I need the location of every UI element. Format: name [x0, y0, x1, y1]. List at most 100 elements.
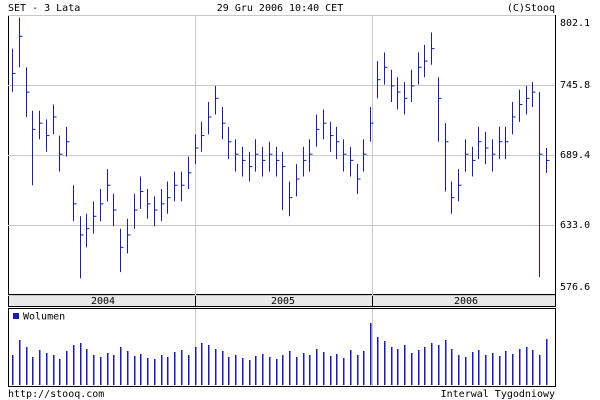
volume-bar	[113, 355, 115, 385]
volume-bar	[357, 355, 359, 385]
year-band	[8, 294, 556, 307]
credit: (C)Stooq	[507, 3, 555, 14]
volume-bar	[26, 347, 28, 385]
volume-bar	[32, 357, 34, 385]
volume-bar	[370, 323, 372, 385]
volume-legend: Wolumen	[23, 312, 65, 323]
volume-bar	[492, 353, 494, 385]
volume-bar	[242, 358, 244, 385]
volume-bar	[127, 351, 129, 385]
volume-bar	[208, 345, 210, 385]
chart-subtitle: 29 Gru 2006 10:40 CET	[217, 3, 343, 14]
volume-bar	[303, 353, 305, 385]
volume-bar	[384, 341, 386, 385]
volume-bar	[188, 355, 190, 385]
volume-bar	[249, 360, 251, 385]
volume-bar	[134, 356, 136, 385]
volume-bar	[93, 355, 95, 385]
volume-bar	[228, 357, 230, 385]
volume-bar	[336, 354, 338, 385]
volume-bar	[438, 345, 440, 385]
volume-bar	[330, 356, 332, 385]
y-tick-label: 802.1	[560, 18, 590, 29]
volume-bar	[120, 347, 122, 385]
volume-bar	[147, 358, 149, 385]
volume-bar	[532, 350, 534, 385]
y-tick-label: 745.8	[560, 80, 590, 91]
volume-bar	[86, 349, 88, 385]
volume-bar	[526, 347, 528, 385]
footer-left: http://stooq.com	[8, 389, 104, 400]
volume-bar	[445, 340, 447, 385]
volume-bar	[107, 353, 109, 385]
volume-bar	[12, 355, 14, 385]
volume-bar	[161, 355, 163, 385]
volume-bar	[80, 343, 82, 385]
volume-bar	[276, 359, 278, 385]
volume-legend-swatch	[13, 313, 19, 319]
volume-bar	[66, 351, 68, 385]
volume-bar	[499, 356, 501, 385]
volume-bar	[201, 343, 203, 385]
x-tick-label: 2004	[91, 296, 115, 307]
volume-bar	[343, 358, 345, 385]
volume-bar	[195, 347, 197, 385]
volume-bar	[323, 352, 325, 385]
chart-title: SET - 3 Lata	[8, 3, 80, 14]
volume-bar	[269, 357, 271, 385]
volume-bar	[282, 355, 284, 385]
volume-bar	[167, 357, 169, 385]
y-tick-label: 633.0	[560, 220, 590, 231]
volume-bar	[451, 349, 453, 385]
volume-bar	[391, 347, 393, 385]
volume-bar	[465, 357, 467, 385]
volume-bar	[546, 339, 548, 385]
volume-bar	[53, 355, 55, 385]
volume-bar	[424, 347, 426, 385]
volume-bar	[309, 355, 311, 385]
volume-bar	[485, 355, 487, 385]
volume-bar	[181, 350, 183, 385]
volume-bar	[262, 354, 264, 385]
volume-bar	[46, 353, 48, 385]
volume-bar	[255, 356, 257, 385]
volume-bar	[154, 359, 156, 385]
volume-bar	[235, 355, 237, 385]
footer-right: Interwal Tygodniowy	[441, 389, 555, 400]
volume-bar	[215, 349, 217, 385]
volume-bar	[377, 337, 379, 385]
volume-bar	[363, 351, 365, 385]
y-tick-label: 576.6	[560, 282, 590, 293]
volume-bar	[505, 351, 507, 385]
volume-bar	[519, 349, 521, 385]
volume-bar	[174, 352, 176, 385]
volume-bar	[431, 343, 433, 385]
volume-bar	[404, 345, 406, 385]
x-tick-label: 2006	[454, 296, 478, 307]
volume-bar	[512, 354, 514, 385]
volume-bar	[73, 345, 75, 385]
volume-bar	[296, 357, 298, 385]
volume-bar	[350, 350, 352, 385]
volume-bar	[316, 349, 318, 385]
volume-frame	[8, 308, 556, 387]
volume-bar	[100, 357, 102, 385]
volume-bar	[539, 355, 541, 385]
y-tick-label: 689.4	[560, 150, 590, 161]
volume-bar	[289, 351, 291, 385]
volume-bar	[478, 350, 480, 385]
volume-bar	[140, 354, 142, 385]
volume-bar	[397, 349, 399, 385]
x-tick-label: 2005	[271, 296, 295, 307]
volume-bar	[411, 353, 413, 385]
volume-bar	[39, 350, 41, 385]
volume-bar	[418, 350, 420, 385]
volume-bar	[19, 340, 21, 385]
volume-bar	[458, 355, 460, 385]
volume-bar	[222, 351, 224, 385]
volume-bar	[472, 352, 474, 385]
volume-bar	[59, 359, 61, 385]
